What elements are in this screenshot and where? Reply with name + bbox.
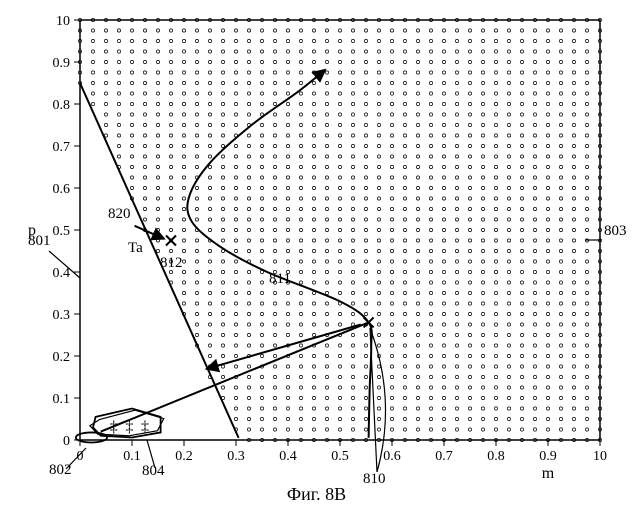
callout-leader (370, 328, 377, 472)
callout-label: 820 (108, 206, 131, 222)
x-tick-label: 10 (593, 449, 607, 464)
callout-label: 812 (160, 255, 183, 271)
y-tick-label: 0.3 (53, 308, 71, 323)
x-tick-label: 0.2 (175, 449, 193, 464)
callout-label: 804 (142, 463, 165, 479)
x-tick-label: 0.5 (331, 449, 349, 464)
figure-caption: Фиг. 8B (0, 484, 633, 505)
x-tick-label: 0.7 (435, 449, 453, 464)
double-dagger-icon: ‡ (110, 418, 118, 435)
x-tick-label: 0.4 (279, 449, 297, 464)
y-tick-label: 0.1 (53, 392, 71, 407)
y-tick-label: 10 (56, 14, 70, 29)
callout-label: 811 (269, 271, 291, 287)
x-mark (364, 317, 374, 327)
y-tick-label: 0.5 (53, 224, 71, 239)
caption-text: Фиг. 8B (287, 484, 346, 504)
callout-label: 803 (604, 223, 627, 239)
x-tick-label: 0.6 (383, 449, 401, 464)
x-axis-label: m (542, 465, 555, 482)
x-tick-label: 0.8 (487, 449, 505, 464)
x-mark (166, 236, 176, 246)
arrow-811 (207, 325, 360, 369)
plot-box (80, 20, 600, 440)
double-dagger-icon: ‡ (125, 418, 133, 435)
callout-label: Ta (128, 240, 143, 256)
y-tick-label: 0.2 (53, 350, 71, 365)
dot-grid (78, 18, 601, 441)
y-tick-label: 0.9 (53, 56, 71, 71)
plot-svg: 000.10.10.20.20.30.30.40.40.50.50.60.60.… (0, 0, 633, 500)
y-tick-label: 0 (63, 434, 70, 449)
y-tick-label: 0.7 (53, 140, 71, 155)
callout-label: 802 (49, 462, 72, 478)
figure-8b: 000.10.10.20.20.30.30.40.40.50.50.60.60.… (0, 0, 633, 500)
callout-label: 801 (28, 233, 51, 249)
y-tick-label: 0.4 (53, 266, 71, 281)
x-tick-label: 0.1 (123, 449, 141, 464)
double-dagger-icon: ‡ (141, 418, 149, 435)
x-tick-label: 0.9 (539, 449, 557, 464)
x-tick-label: 0.3 (227, 449, 245, 464)
y-tick-label: 0.8 (53, 98, 71, 113)
y-tick-label: 0.6 (53, 182, 71, 197)
